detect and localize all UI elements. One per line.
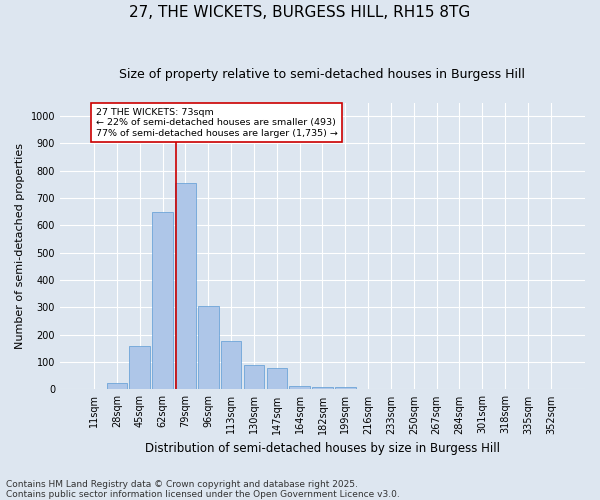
Bar: [107, 382, 127, 390]
Bar: [335, 386, 356, 390]
Bar: [130, 346, 150, 390]
Text: 27 THE WICKETS: 73sqm
← 22% of semi-detached houses are smaller (493)
77% of sem: 27 THE WICKETS: 73sqm ← 22% of semi-deta…: [96, 108, 338, 138]
Bar: [312, 386, 333, 390]
Bar: [175, 183, 196, 390]
Bar: [84, 388, 104, 390]
Text: 27, THE WICKETS, BURGESS HILL, RH15 8TG: 27, THE WICKETS, BURGESS HILL, RH15 8TG: [130, 5, 470, 20]
Title: Size of property relative to semi-detached houses in Burgess Hill: Size of property relative to semi-detach…: [119, 68, 526, 80]
Bar: [198, 306, 218, 390]
Bar: [541, 389, 561, 390]
X-axis label: Distribution of semi-detached houses by size in Burgess Hill: Distribution of semi-detached houses by …: [145, 442, 500, 455]
Bar: [152, 212, 173, 390]
Bar: [266, 368, 287, 390]
Bar: [289, 386, 310, 390]
Text: Contains HM Land Registry data © Crown copyright and database right 2025.
Contai: Contains HM Land Registry data © Crown c…: [6, 480, 400, 499]
Bar: [221, 341, 241, 390]
Bar: [244, 365, 264, 390]
Y-axis label: Number of semi-detached properties: Number of semi-detached properties: [15, 143, 25, 349]
